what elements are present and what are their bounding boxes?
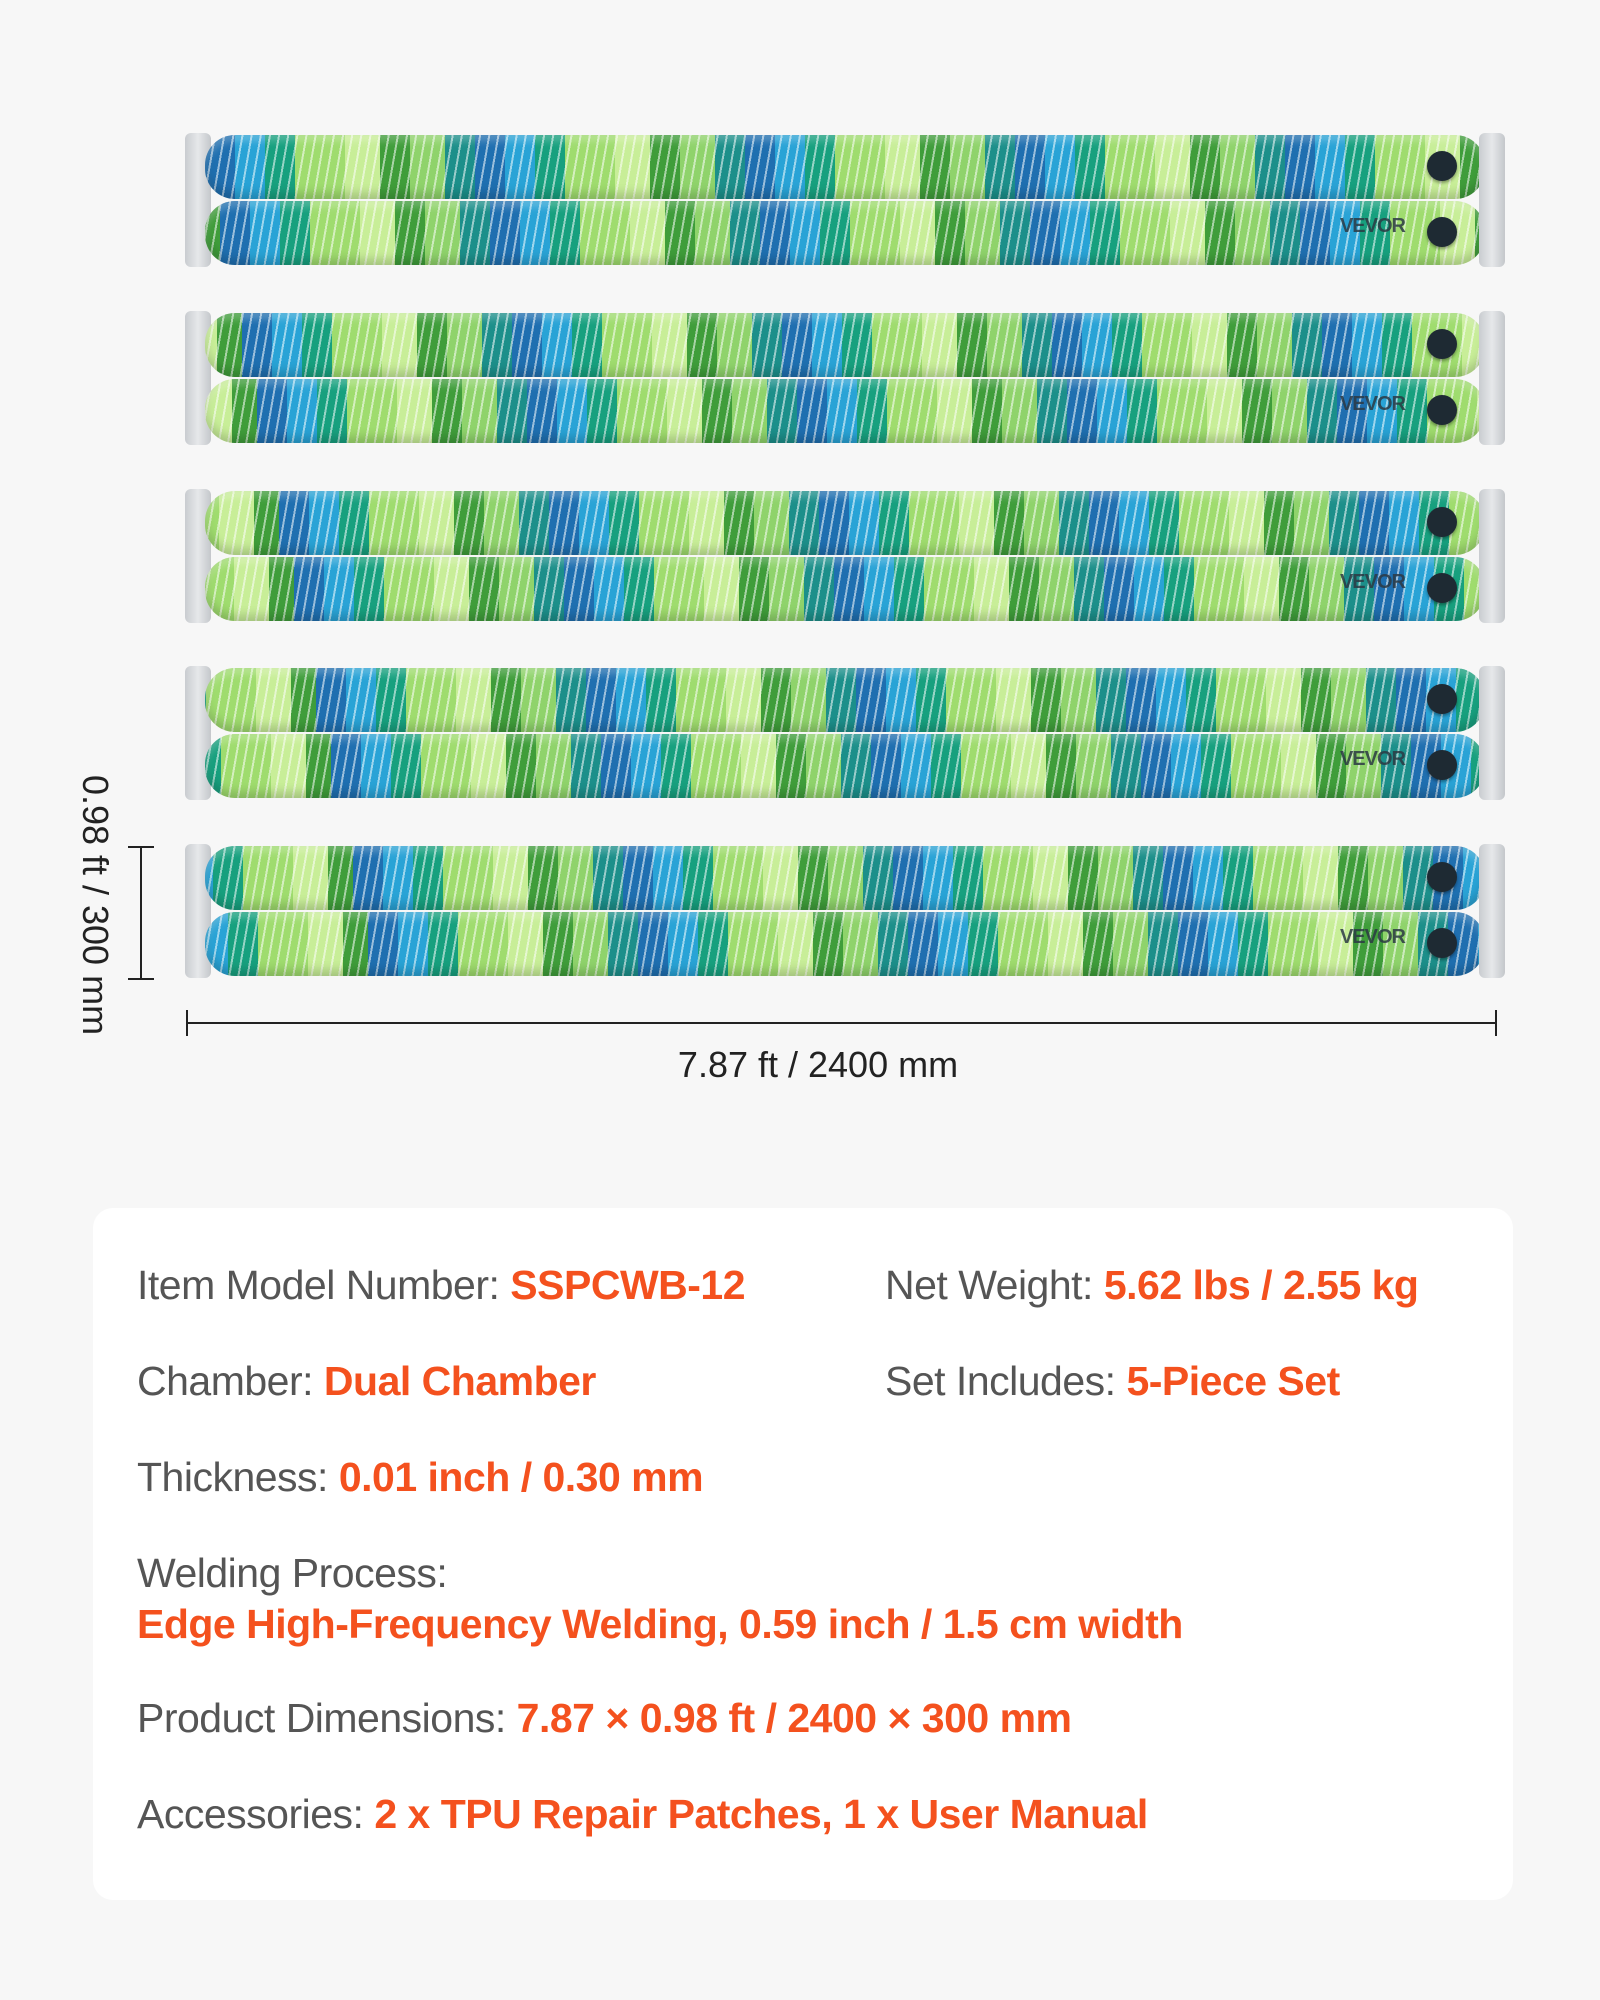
length-dimension-line xyxy=(186,1010,1497,1036)
tube-chamber xyxy=(205,313,1485,377)
valve-icon xyxy=(1427,329,1457,359)
tube-chamber xyxy=(205,912,1485,976)
brand-logo: VEVOR xyxy=(1339,926,1406,948)
brand-logo: VEVOR xyxy=(1339,215,1406,237)
valve-icon xyxy=(1427,862,1457,892)
spec-set-includes: Set Includes: 5-Piece Set xyxy=(885,1358,1340,1404)
valve-icon xyxy=(1427,928,1457,958)
brand-logo: VEVOR xyxy=(1339,748,1406,770)
tube-end-seal xyxy=(1479,666,1505,800)
tube-end-seal xyxy=(1479,489,1505,623)
water-tube: VEVOR xyxy=(185,311,1505,445)
valve-icon xyxy=(1427,507,1457,537)
tube-chamber xyxy=(205,734,1485,798)
length-dimension-label: 7.87 ft / 2400 mm xyxy=(677,1044,959,1085)
brand-logo: VEVOR xyxy=(1339,571,1406,593)
tube-chamber xyxy=(205,135,1485,199)
spec-net-weight: Net Weight: 5.62 lbs / 2.55 kg xyxy=(885,1262,1419,1308)
tube-end-seal xyxy=(1479,311,1505,445)
height-dimension-line xyxy=(128,846,154,980)
tube-chamber xyxy=(205,491,1485,555)
valve-icon xyxy=(1427,395,1457,425)
tube-chamber xyxy=(205,201,1485,265)
tube-chamber xyxy=(205,846,1485,910)
brand-logo: VEVOR xyxy=(1339,393,1406,415)
tube-chamber xyxy=(205,379,1485,443)
water-tube: VEVOR xyxy=(185,844,1505,978)
valve-icon xyxy=(1427,750,1457,780)
tube-end-seal xyxy=(1479,133,1505,267)
tube-chamber xyxy=(205,557,1485,621)
valve-icon xyxy=(1427,684,1457,714)
spec-product-dimensions: Product Dimensions: 7.87 × 0.98 ft / 240… xyxy=(137,1695,1072,1741)
height-dimension-label: 0.98 ft / 300 mm xyxy=(75,774,116,1036)
water-tube: VEVOR xyxy=(185,133,1505,267)
water-tube: VEVOR xyxy=(185,666,1505,800)
valve-icon xyxy=(1427,573,1457,603)
spec-chamber: Chamber: Dual Chamber xyxy=(137,1358,596,1404)
spec-welding-process: Welding Process: Edge High-Frequency Weld… xyxy=(137,1550,1183,1647)
spec-accessories: Accessories: 2 x TPU Repair Patches, 1 x… xyxy=(137,1791,1148,1837)
valve-icon xyxy=(1427,151,1457,181)
spec-model-number: Item Model Number: SSPCWB-12 xyxy=(137,1262,746,1308)
tube-end-seal xyxy=(1479,844,1505,978)
water-tube: VEVOR xyxy=(185,489,1505,623)
spec-card xyxy=(93,1208,1513,1900)
valve-icon xyxy=(1427,217,1457,247)
spec-thickness: Thickness: 0.01 inch / 0.30 mm xyxy=(137,1454,704,1500)
tube-chamber xyxy=(205,668,1485,732)
